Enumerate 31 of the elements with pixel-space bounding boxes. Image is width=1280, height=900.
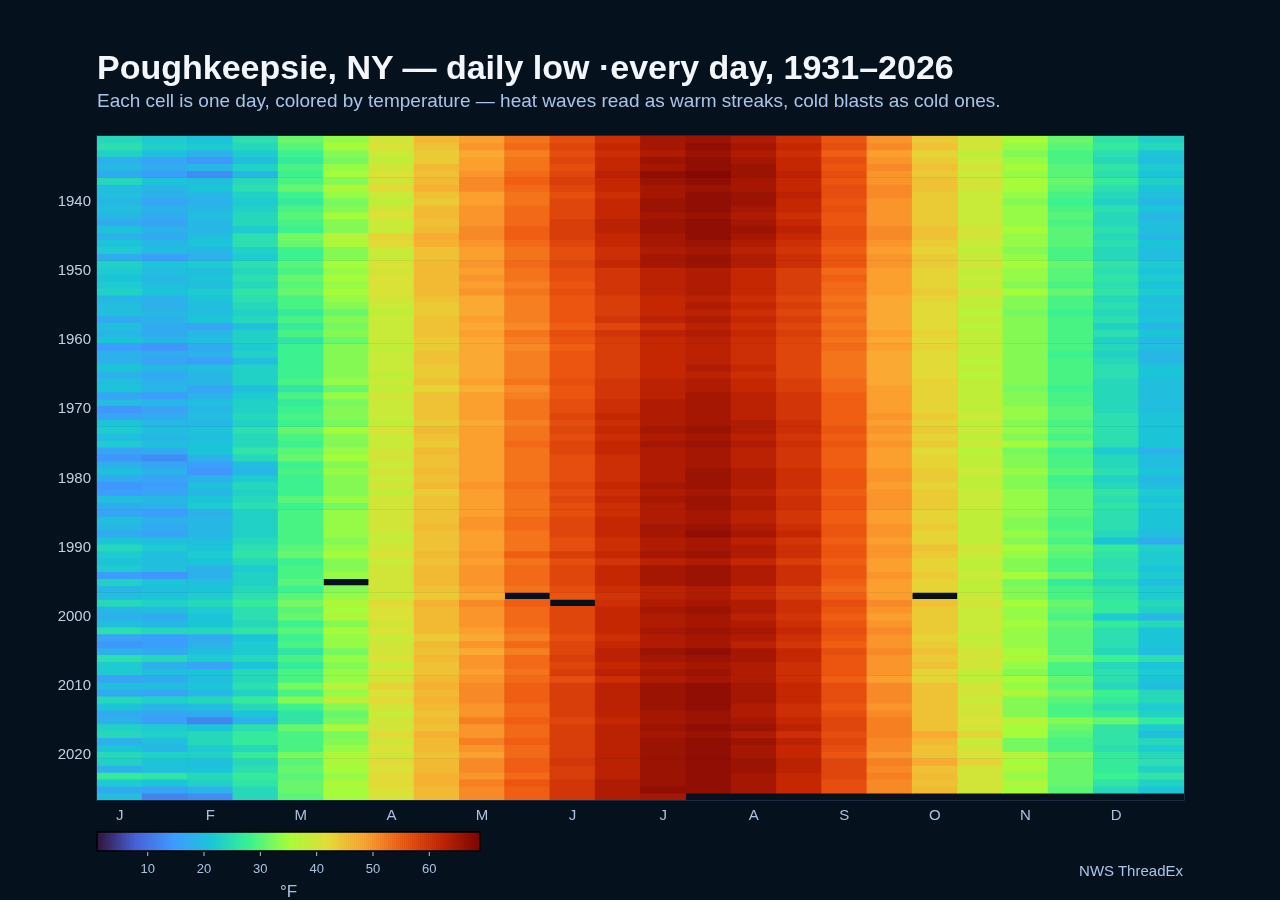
x-tick-label: M bbox=[475, 806, 489, 824]
x-tick-label: D bbox=[1110, 806, 1122, 824]
x-tick-label: M bbox=[294, 806, 308, 824]
y-tick-label: 1970 bbox=[57, 399, 91, 417]
color-bar-label: 40 bbox=[309, 861, 324, 876]
color-bar-label: 50 bbox=[365, 861, 381, 876]
y-tick-label: 1960 bbox=[57, 330, 91, 348]
x-tick-label: A bbox=[386, 806, 397, 824]
x-tick-label: A bbox=[748, 806, 759, 824]
chart-subtitle: Each cell is one day, colored by temperature — heat waves read as warm streaks, cold blasts as cold ones. bbox=[97, 90, 1001, 111]
y-tick-label: 2010 bbox=[57, 676, 91, 694]
x-tick-label: F bbox=[205, 806, 215, 824]
y-tick-label: 1950 bbox=[57, 261, 91, 279]
y-tick-label: 1940 bbox=[57, 191, 91, 209]
x-tick-label: J bbox=[568, 806, 577, 824]
color-bar-label: 10 bbox=[140, 861, 155, 876]
color-bar-label: 60 bbox=[422, 861, 437, 876]
y-tick-label: 2000 bbox=[57, 606, 91, 624]
y-tick-label: 1980 bbox=[57, 468, 91, 486]
text: NWS ThreadEx bbox=[1079, 862, 1183, 879]
color-bar-title: °F bbox=[279, 882, 298, 900]
color-bar-label: 20 bbox=[196, 861, 212, 876]
y-tick-label: 2020 bbox=[57, 745, 91, 763]
y-tick-label: 1990 bbox=[57, 537, 91, 555]
chart-title: Poughkeepsie, NY — daily low ·every day, 1931–2026 bbox=[97, 48, 954, 86]
x-tick-label: N bbox=[1020, 806, 1031, 824]
x-tick-label: S bbox=[839, 806, 850, 824]
color-bar-label: 30 bbox=[253, 861, 268, 876]
x-tick-label: J bbox=[115, 806, 124, 824]
x-tick-label: O bbox=[929, 806, 941, 824]
x-tick-label: J bbox=[659, 806, 667, 824]
